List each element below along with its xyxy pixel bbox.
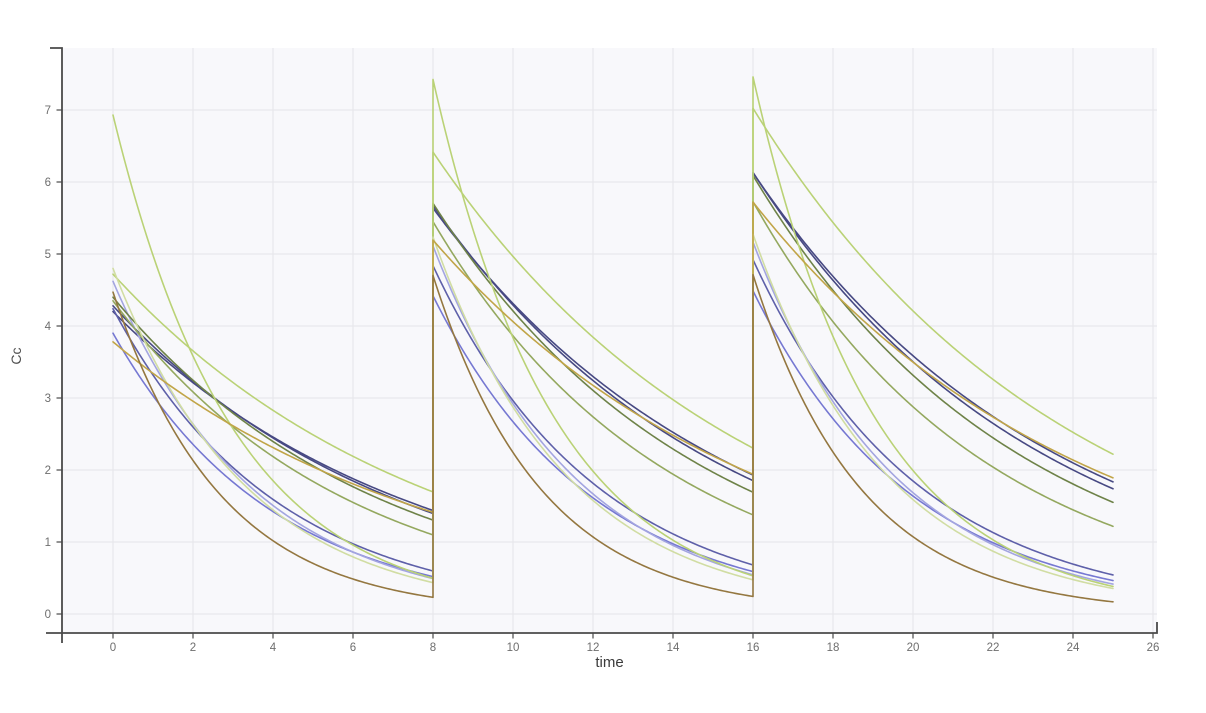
y-tick-label: 2 <box>45 465 51 477</box>
x-tick-label: 10 <box>507 642 520 654</box>
y-axis-line <box>50 47 63 643</box>
series-line-subject-1 <box>112 171 1114 515</box>
x-tick-label: 16 <box>747 642 760 654</box>
x-tick-label: 14 <box>667 642 680 654</box>
x-tick-label: 4 <box>270 642 277 654</box>
series-line-subject-6 <box>112 174 1114 521</box>
y-tick-label: 3 <box>45 393 51 405</box>
series-line-subject-12 <box>112 273 1114 603</box>
y-axis-title: Cc <box>8 347 24 365</box>
series-line-subject-9 <box>112 107 1114 493</box>
y-tick-label: 6 <box>45 177 51 189</box>
series-layer <box>112 76 1114 603</box>
x-axis-title: time <box>595 654 624 671</box>
y-tick-label: 1 <box>45 537 51 549</box>
x-tick-label: 2 <box>190 642 196 654</box>
series-line-subject-8 <box>112 76 1114 588</box>
x-tick-label: 24 <box>1067 642 1080 654</box>
x-tick-label: 6 <box>350 642 356 654</box>
x-tick-label: 22 <box>987 642 1000 654</box>
y-tick-label: 4 <box>45 321 52 333</box>
y-tick-label: 7 <box>45 105 51 117</box>
series-line-subject-5 <box>112 241 1114 585</box>
series-line-subject-10 <box>112 233 1114 590</box>
axes-layer <box>46 47 1158 643</box>
series-line-subject-2 <box>112 171 1114 512</box>
y-tick-label: 5 <box>45 249 51 261</box>
x-axis-line <box>46 622 1158 634</box>
series-line-subject-11 <box>112 201 1114 514</box>
y-tick-label: 0 <box>45 609 51 621</box>
tick-layer <box>56 109 1154 639</box>
x-tick-label: 26 <box>1147 642 1160 654</box>
x-tick-label: 8 <box>430 642 436 654</box>
x-tick-label: 12 <box>587 642 600 654</box>
x-tick-label: 18 <box>827 642 840 654</box>
x-tick-label: 20 <box>907 642 920 654</box>
x-tick-label: 0 <box>110 642 116 654</box>
series-line-subject-7 <box>112 200 1114 536</box>
